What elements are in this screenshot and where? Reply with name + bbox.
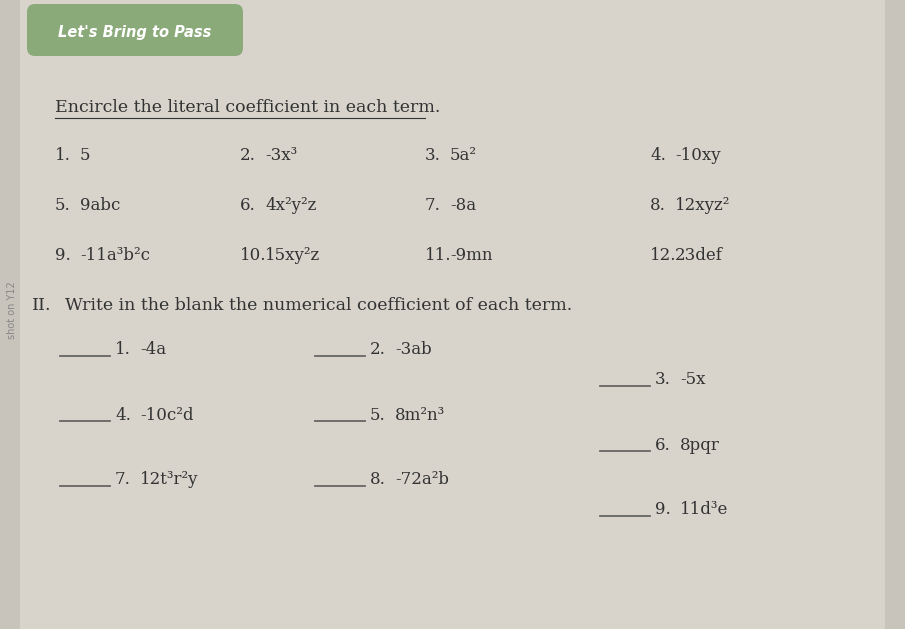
Text: 7.: 7. [115,472,131,489]
Text: 23def: 23def [675,247,723,264]
Text: 4x²y²z: 4x²y²z [265,196,317,213]
Text: 2.: 2. [370,342,386,359]
Text: 12xyz²: 12xyz² [675,196,730,213]
Text: 3.: 3. [655,372,671,389]
Text: 8.: 8. [370,472,386,489]
Text: 10.: 10. [240,247,266,264]
Text: 1.: 1. [55,147,71,164]
Text: 5.: 5. [370,406,386,423]
Text: 12t³r²y: 12t³r²y [140,472,198,489]
Text: Let's Bring to Pass: Let's Bring to Pass [58,25,212,40]
Text: 9.: 9. [655,501,671,518]
Text: Encircle the literal coefficient in each term.: Encircle the literal coefficient in each… [55,99,441,116]
Text: 5a²: 5a² [450,147,477,164]
Text: Write in the blank the numerical coefficient of each term.: Write in the blank the numerical coeffic… [65,296,572,313]
Text: 12.: 12. [650,247,677,264]
Text: -3ab: -3ab [395,342,432,359]
Text: 1.: 1. [115,342,131,359]
Text: -10c²d: -10c²d [140,406,194,423]
Text: -5x: -5x [680,372,706,389]
Text: -4a: -4a [140,342,167,359]
Text: -3x³: -3x³ [265,147,297,164]
Text: 15xy²z: 15xy²z [265,247,320,264]
Text: 11.: 11. [425,247,452,264]
Text: 9abc: 9abc [80,196,120,213]
Text: 7.: 7. [425,196,441,213]
FancyBboxPatch shape [27,4,243,56]
Text: shot on Y12: shot on Y12 [7,281,17,339]
Text: 5.: 5. [55,196,71,213]
Text: 4.: 4. [650,147,666,164]
Text: -8a: -8a [450,196,476,213]
Text: 4.: 4. [115,406,131,423]
Text: 8pqr: 8pqr [680,437,719,454]
Text: 6.: 6. [655,437,671,454]
Text: -11a³b²c: -11a³b²c [80,247,150,264]
Text: 6.: 6. [240,196,256,213]
Text: II.: II. [32,296,52,313]
Text: 3.: 3. [425,147,441,164]
Text: 8m²n³: 8m²n³ [395,406,445,423]
Text: 11d³e: 11d³e [680,501,729,518]
Text: -72a²b: -72a²b [395,472,449,489]
Text: 5: 5 [80,147,91,164]
Text: 2.: 2. [240,147,256,164]
Text: 9.: 9. [55,247,71,264]
Text: -10xy: -10xy [675,147,720,164]
Text: -9mn: -9mn [450,247,492,264]
Text: 8.: 8. [650,196,666,213]
